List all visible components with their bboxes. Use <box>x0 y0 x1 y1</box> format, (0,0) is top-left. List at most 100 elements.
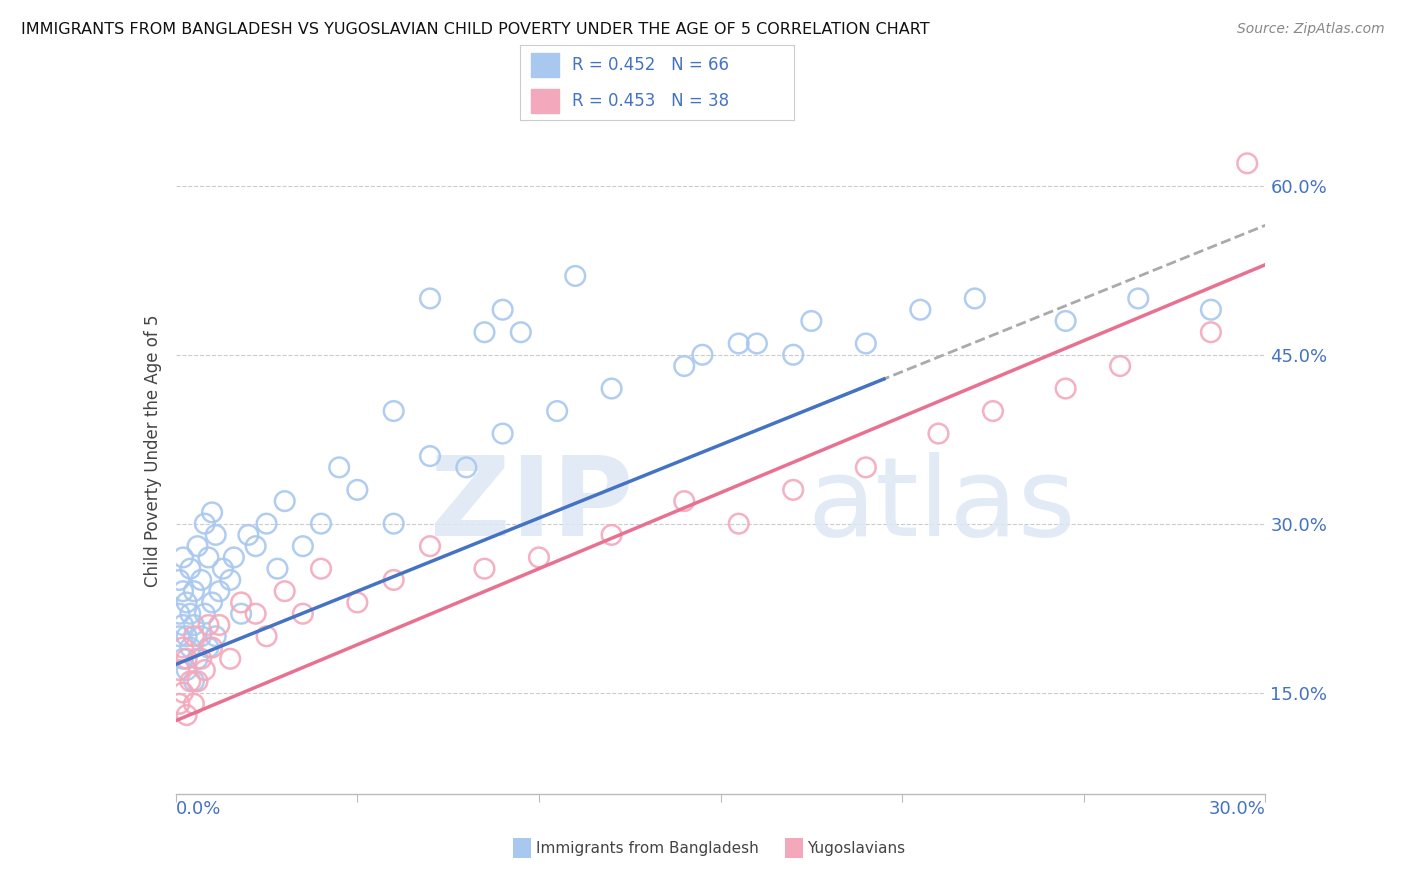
Point <box>910 302 932 317</box>
Point <box>183 697 205 711</box>
Point <box>172 640 194 655</box>
Point <box>673 359 696 373</box>
Point <box>204 528 226 542</box>
Point <box>172 584 194 599</box>
Point <box>346 483 368 497</box>
Point <box>172 618 194 632</box>
Point <box>169 573 191 587</box>
Point <box>179 674 201 689</box>
Point <box>274 494 297 508</box>
Point <box>197 640 219 655</box>
Point <box>208 618 231 632</box>
Point <box>176 708 198 723</box>
Point <box>509 325 531 339</box>
Point <box>274 584 297 599</box>
Point <box>231 595 253 609</box>
Point <box>382 516 405 531</box>
Point <box>194 607 217 621</box>
Point <box>176 595 198 609</box>
Point <box>256 516 278 531</box>
Point <box>201 640 224 655</box>
Text: 30.0%: 30.0% <box>1209 799 1265 817</box>
Point <box>172 550 194 565</box>
Text: R = 0.452   N = 66: R = 0.452 N = 66 <box>572 56 730 74</box>
Point <box>564 268 586 283</box>
Y-axis label: Child Poverty Under the Age of 5: Child Poverty Under the Age of 5 <box>143 314 162 587</box>
Bar <box>531 88 558 112</box>
Point <box>1199 325 1222 339</box>
Point <box>492 426 515 441</box>
Point <box>1054 314 1077 328</box>
Point <box>208 584 231 599</box>
Point <box>600 528 623 542</box>
Point <box>382 404 405 418</box>
Point <box>194 516 217 531</box>
Point <box>179 562 201 576</box>
Point <box>963 292 986 306</box>
Point <box>186 539 209 553</box>
Point <box>328 460 350 475</box>
Point <box>222 550 245 565</box>
Point <box>1128 292 1150 306</box>
Point <box>346 595 368 609</box>
Point <box>245 607 267 621</box>
Point <box>183 629 205 643</box>
Point <box>546 404 568 418</box>
Text: R = 0.453   N = 38: R = 0.453 N = 38 <box>572 92 730 110</box>
Point <box>183 618 205 632</box>
Point <box>256 629 278 643</box>
Point <box>800 314 823 328</box>
Point <box>673 494 696 508</box>
Point <box>1109 359 1132 373</box>
Point <box>197 618 219 632</box>
Text: atlas: atlas <box>807 452 1076 559</box>
Point <box>382 573 405 587</box>
Point <box>169 629 191 643</box>
Point <box>309 562 332 576</box>
Point <box>201 505 224 519</box>
Text: Immigrants from Bangladesh: Immigrants from Bangladesh <box>536 841 758 855</box>
Point <box>855 460 877 475</box>
Point <box>186 652 209 666</box>
Point <box>492 302 515 317</box>
Point <box>219 652 242 666</box>
Point <box>176 652 198 666</box>
Point <box>745 336 768 351</box>
Point <box>190 629 212 643</box>
Bar <box>531 53 558 78</box>
Point <box>176 663 198 677</box>
Point <box>197 550 219 565</box>
Text: Source: ZipAtlas.com: Source: ZipAtlas.com <box>1237 22 1385 37</box>
Point <box>190 573 212 587</box>
Point <box>183 674 205 689</box>
Point <box>600 382 623 396</box>
Point <box>176 629 198 643</box>
Point <box>928 426 950 441</box>
Point <box>219 573 242 587</box>
Point <box>474 562 496 576</box>
Point <box>204 629 226 643</box>
Point <box>291 539 314 553</box>
Point <box>201 595 224 609</box>
Point <box>1054 382 1077 396</box>
Point <box>238 528 260 542</box>
Point <box>266 562 288 576</box>
Point <box>291 607 314 621</box>
Point <box>179 607 201 621</box>
Point <box>981 404 1004 418</box>
Point <box>309 516 332 531</box>
Point <box>474 325 496 339</box>
Point <box>456 460 478 475</box>
Point <box>183 584 205 599</box>
Point <box>727 336 749 351</box>
Point <box>169 697 191 711</box>
Point <box>190 652 212 666</box>
Point <box>527 550 550 565</box>
Point <box>169 607 191 621</box>
Point <box>419 292 441 306</box>
Point <box>212 562 235 576</box>
Point <box>782 348 804 362</box>
Point <box>419 449 441 463</box>
Point <box>169 663 191 677</box>
Point <box>727 516 749 531</box>
